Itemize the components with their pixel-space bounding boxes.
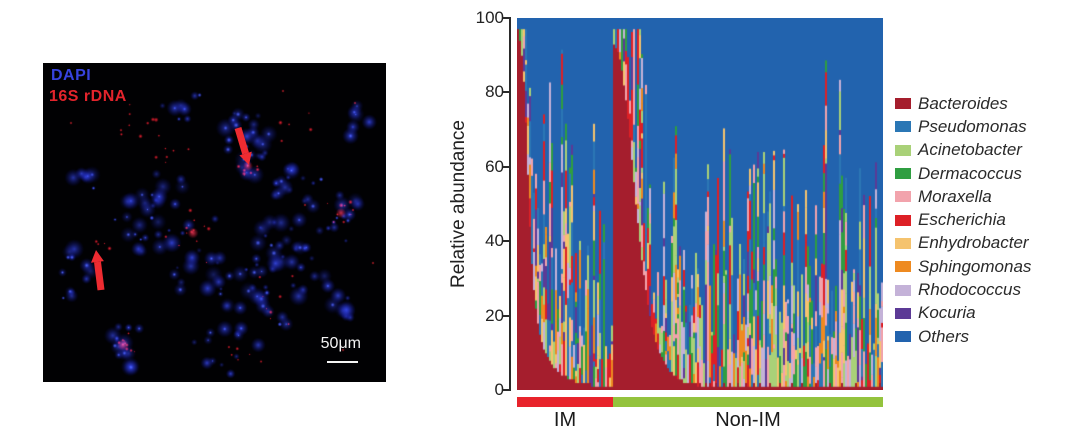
legend-label: Escherichia xyxy=(918,210,1006,230)
group-band-nonim xyxy=(613,397,883,407)
legend-label: Acinetobacter xyxy=(918,140,1022,160)
y-axis-tick xyxy=(503,91,510,94)
legend-label: Sphingomonas xyxy=(918,256,1032,276)
micrograph-image xyxy=(43,63,386,382)
legend-item: Enhydrobacter xyxy=(895,232,1031,255)
legend-item: Escherichia xyxy=(895,208,1031,231)
y-axis-tick xyxy=(503,389,510,391)
dapi-label: DAPI xyxy=(51,67,92,84)
y-axis-tick-label: 100 xyxy=(475,8,504,27)
legend-item: Pseudomonas xyxy=(895,115,1031,138)
annotation-arrows xyxy=(91,127,252,291)
group-label-nonim: Non-IM xyxy=(715,409,781,431)
group-band-im xyxy=(517,397,613,407)
legend-label: Others xyxy=(918,326,970,346)
legend-item: Kocuria xyxy=(895,302,1031,325)
legend-swatch xyxy=(895,214,911,226)
legend-label: Dermacoccus xyxy=(918,163,1022,183)
y-axis-tick xyxy=(503,314,510,317)
legend-swatch xyxy=(895,168,911,180)
legend: Bacteroides Pseudomonas Acinetobacter Derma… xyxy=(895,92,1031,348)
legend-swatch xyxy=(895,284,911,296)
legend-item: Bacteroides xyxy=(895,92,1031,115)
y-axis-tick xyxy=(503,17,510,19)
legend-item: Dermacoccus xyxy=(895,162,1031,185)
legend-label: Pseudomonas xyxy=(918,116,1027,136)
legend-label: Enhydrobacter xyxy=(918,233,1029,253)
legend-swatch xyxy=(895,98,911,110)
fluorescence-micrograph: DAPI 16S rDNA 50μm xyxy=(43,63,386,382)
y-axis-tick xyxy=(503,165,510,168)
stacked-bar-plot xyxy=(517,18,883,390)
scale-bar-label: 50μm xyxy=(320,335,361,352)
legend-swatch xyxy=(895,331,911,343)
legend-item: Acinetobacter xyxy=(895,139,1031,162)
legend-label: Moraxella xyxy=(918,186,992,206)
legend-swatch xyxy=(895,237,911,249)
legend-item: Sphingomonas xyxy=(895,255,1031,278)
y-axis-tick-label: 20 xyxy=(485,305,504,325)
legend-swatch xyxy=(895,144,911,156)
legend-swatch xyxy=(895,191,911,203)
y-axis-tick-label: 60 xyxy=(485,156,504,176)
y-axis-tick xyxy=(503,240,510,243)
arrow-up-icon xyxy=(91,250,105,291)
group-label-im: IM xyxy=(553,409,577,431)
y-axis-tick-label: 80 xyxy=(485,82,504,102)
y-axis-tick-label: 0 xyxy=(494,380,504,399)
legend-item: Moraxella xyxy=(895,185,1031,208)
legend-swatch xyxy=(895,261,911,273)
legend-label: Rhodococcus xyxy=(918,280,1022,300)
scale-bar-line xyxy=(327,361,358,363)
legend-item: Others xyxy=(895,325,1031,348)
legend-label: Kocuria xyxy=(918,303,976,323)
legend-label: Bacteroides xyxy=(918,93,1008,113)
arrow-down-icon xyxy=(234,127,252,165)
legend-item: Rhodococcus xyxy=(895,278,1031,301)
y-axis-line xyxy=(509,17,511,391)
16s-rdna-label: 16S rDNA xyxy=(49,88,127,105)
legend-swatch xyxy=(895,121,911,133)
legend-swatch xyxy=(895,307,911,319)
y-axis-tick-label: 40 xyxy=(485,231,504,251)
